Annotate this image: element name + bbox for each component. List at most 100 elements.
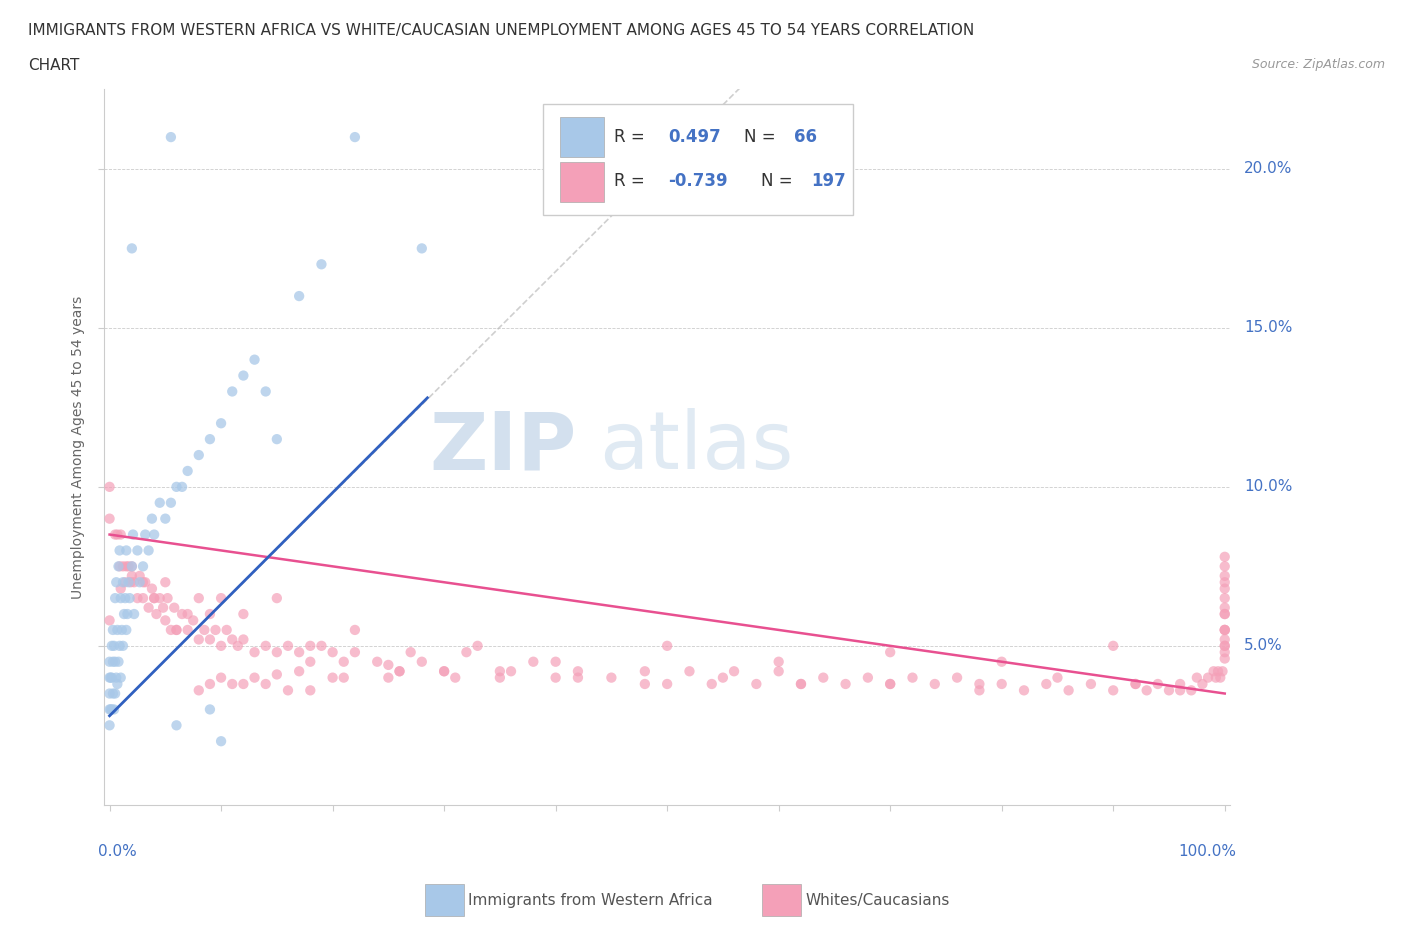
Point (120, 575, 142, 590)
Point (299, 683, 322, 698)
Point (1125, 676, 1147, 691)
Point (209, 416, 232, 431)
Point (111, 622, 134, 637)
Text: 5.0%: 5.0% (1244, 638, 1282, 654)
Point (946, 671, 969, 685)
Point (768, 664, 790, 679)
Text: R =: R = (614, 127, 650, 146)
Point (128, 575, 150, 590)
Point (128, 568, 150, 583)
Point (114, 575, 136, 590)
Point (1213, 568, 1236, 583)
Point (187, 683, 209, 698)
Point (399, 644, 422, 659)
Point (1213, 644, 1236, 659)
Point (111, 575, 134, 590)
Point (132, 559, 155, 574)
Point (288, 288, 311, 303)
Point (377, 658, 399, 672)
Text: 197: 197 (811, 172, 846, 190)
Point (1180, 683, 1202, 698)
Point (117, 606, 139, 621)
Point (98, 512, 121, 526)
Point (745, 676, 768, 691)
Point (104, 591, 127, 605)
Point (299, 638, 322, 653)
Point (1211, 664, 1233, 679)
Point (134, 527, 156, 542)
Point (332, 671, 354, 685)
Point (121, 241, 143, 256)
Point (160, 622, 183, 637)
Point (170, 479, 193, 494)
Point (288, 644, 311, 659)
Point (143, 591, 166, 605)
Point (879, 676, 901, 691)
Point (118, 591, 141, 605)
Point (98, 671, 121, 685)
Point (104, 655, 127, 670)
Text: ZIP: ZIP (430, 408, 576, 486)
Point (232, 368, 254, 383)
Point (101, 622, 124, 637)
Point (209, 591, 232, 605)
Point (108, 559, 131, 574)
Point (101, 671, 124, 685)
Point (1168, 683, 1191, 698)
Point (108, 638, 131, 653)
Point (110, 591, 132, 605)
Point (103, 638, 125, 653)
Text: N =: N = (744, 127, 780, 146)
Point (122, 606, 145, 621)
Point (322, 671, 344, 685)
Point (266, 591, 288, 605)
Point (104, 527, 127, 542)
Point (156, 591, 179, 605)
Point (567, 664, 589, 679)
Point (187, 591, 209, 605)
Point (122, 575, 145, 590)
Point (1213, 622, 1236, 637)
Point (170, 606, 193, 621)
Text: 66: 66 (794, 127, 817, 146)
Point (790, 676, 813, 691)
Point (343, 622, 366, 637)
Point (634, 676, 657, 691)
Point (204, 622, 226, 637)
Y-axis label: Unemployment Among Ages 45 to 54 years: Unemployment Among Ages 45 to 54 years (72, 296, 86, 599)
Point (1205, 671, 1227, 685)
Point (110, 671, 132, 685)
Point (1213, 575, 1236, 590)
Point (1157, 683, 1180, 698)
Point (657, 676, 679, 691)
Point (343, 129, 366, 144)
Point (163, 600, 186, 615)
Point (143, 591, 166, 605)
Point (544, 655, 567, 670)
Point (489, 664, 512, 679)
Point (115, 543, 138, 558)
Point (901, 671, 924, 685)
Point (127, 591, 149, 605)
Point (499, 664, 522, 679)
FancyBboxPatch shape (560, 162, 605, 202)
Point (1168, 676, 1191, 691)
Point (567, 671, 589, 685)
Point (138, 543, 160, 558)
Point (1136, 683, 1159, 698)
Point (166, 479, 188, 494)
Point (969, 683, 991, 698)
Point (1213, 581, 1236, 596)
Point (104, 686, 127, 701)
Point (110, 581, 132, 596)
Point (924, 676, 946, 691)
Point (1213, 600, 1236, 615)
Point (433, 664, 456, 679)
Point (226, 638, 249, 653)
Point (101, 655, 124, 670)
Point (856, 671, 879, 685)
Point (115, 622, 138, 637)
Point (209, 671, 232, 685)
Point (198, 632, 221, 647)
Point (1206, 664, 1229, 679)
